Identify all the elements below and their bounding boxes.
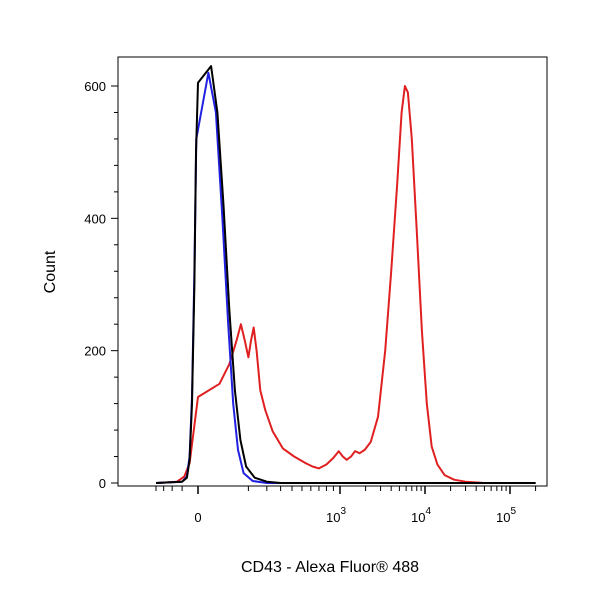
y-axis-title: Count [42, 250, 59, 293]
series-line-1 [155, 85, 536, 484]
x-axis-title: CD43 - Alexa Fluor® 488 [241, 559, 419, 576]
y-tick-label: 200 [84, 344, 106, 359]
y-axis: 0 200 400 600 [84, 79, 118, 491]
y-tick-label: 600 [84, 79, 106, 94]
series-layer [155, 65, 536, 484]
y-tick-label: 0 [99, 476, 106, 491]
x-tick-label: 0 [194, 510, 201, 525]
y-tick-label: 400 [84, 211, 106, 226]
series-line-3 [155, 65, 536, 484]
